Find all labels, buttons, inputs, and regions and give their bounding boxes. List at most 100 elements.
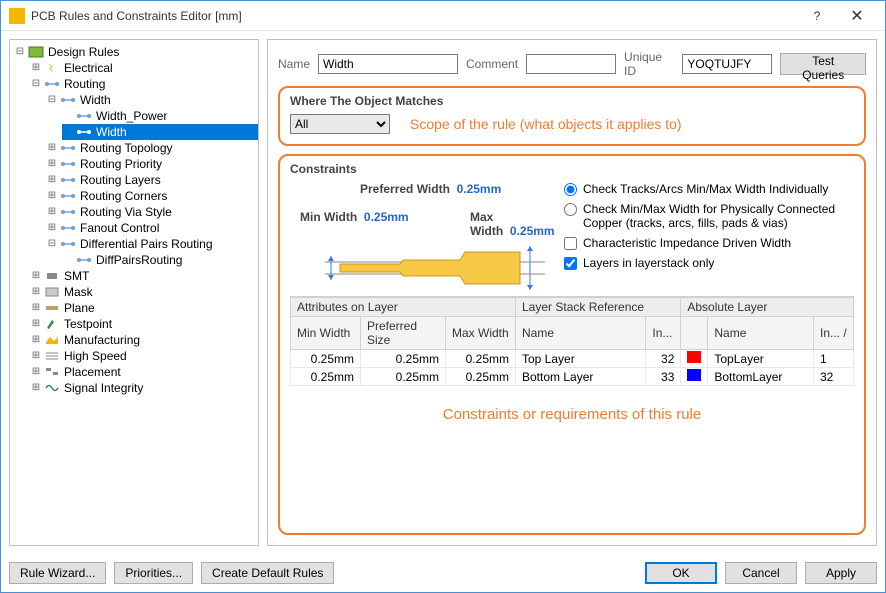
th-ain[interactable]: In... /	[814, 317, 854, 350]
width-shape-icon	[315, 242, 545, 292]
tree-routing-topology[interactable]: ⊞Routing Topology	[46, 140, 258, 156]
layerstack-checkbox[interactable]	[564, 257, 577, 270]
pref-width-value[interactable]: 0.25mm	[457, 182, 502, 196]
tree-root[interactable]: ⊟Design Rules	[14, 44, 258, 60]
th-attrs: Attributes on Layer	[291, 298, 516, 317]
tree-routing-via-style[interactable]: ⊞Routing Via Style	[46, 204, 258, 220]
tree-routing[interactable]: ⊟Routing	[30, 76, 258, 92]
scope-title: Where The Object Matches	[290, 94, 854, 108]
constraints-annotation: Constraints or requirements of this rule	[290, 406, 854, 423]
tree-width[interactable]: ⊟Width	[46, 92, 258, 108]
apply-button[interactable]: Apply	[805, 562, 877, 584]
routing-icon	[60, 173, 76, 187]
content-area: ⊟Design Rules ⊞Electrical ⊟Routing ⊟Widt…	[1, 31, 885, 554]
rules-tree[interactable]: ⊟Design Rules ⊞Electrical ⊟Routing ⊟Widt…	[10, 44, 258, 396]
testpoint-icon	[44, 317, 60, 331]
help-button[interactable]: ?	[797, 9, 837, 23]
rules-tree-panel: ⊟Design Rules ⊞Electrical ⊟Routing ⊟Widt…	[9, 39, 259, 546]
min-width-value[interactable]: 0.25mm	[364, 210, 409, 224]
tree-placement[interactable]: ⊞Placement	[30, 364, 258, 380]
rules-icon	[28, 45, 44, 59]
width-icon	[76, 109, 92, 123]
max-width-label: Max Width	[470, 210, 503, 238]
check-individual-label: Check Tracks/Arcs Min/Max Width Individu…	[583, 182, 828, 196]
check-options: Check Tracks/Arcs Min/Max Width Individu…	[564, 182, 854, 292]
routing-icon	[60, 189, 76, 203]
routing-icon	[60, 205, 76, 219]
placement-icon	[44, 365, 60, 379]
tree-diff-pairs-child[interactable]: ·DiffPairsRouting	[62, 252, 258, 268]
check-connected-radio[interactable]	[564, 203, 577, 216]
check-individual-radio[interactable]	[564, 183, 577, 196]
tree-routing-layers[interactable]: ⊞Routing Layers	[46, 172, 258, 188]
tree-plane[interactable]: ⊞Plane	[30, 300, 258, 316]
test-queries-button[interactable]: Test Queries	[780, 53, 866, 75]
form-row: Name Comment Unique ID Test Queries	[278, 50, 866, 78]
routing-icon	[76, 253, 92, 267]
tree-diff-pairs[interactable]: ⊟Differential Pairs Routing	[46, 236, 258, 252]
rule-editor-panel: Name Comment Unique ID Test Queries Wher…	[267, 39, 877, 546]
close-button[interactable]: ✕	[837, 6, 877, 26]
layers-table[interactable]: Attributes on Layer Layer Stack Referenc…	[290, 297, 854, 386]
impedance-checkbox[interactable]	[564, 237, 577, 250]
uid-label: Unique ID	[624, 50, 674, 78]
max-width-value[interactable]: 0.25mm	[510, 224, 555, 238]
layers-table-wrap: Attributes on Layer Layer Stack Referenc…	[290, 296, 854, 386]
width-icon	[76, 125, 92, 139]
name-label: Name	[278, 57, 310, 71]
tree-smt[interactable]: ⊞SMT	[30, 268, 258, 284]
tree-electrical[interactable]: ⊞Electrical	[30, 60, 258, 76]
comment-input[interactable]	[526, 54, 616, 74]
check-connected-label: Check Min/Max Width for Physically Conne…	[583, 202, 854, 230]
layerstack-label: Layers in layerstack only	[583, 256, 714, 270]
ok-button[interactable]: OK	[645, 562, 717, 584]
titlebar: PCB Rules and Constraints Editor [mm] ? …	[1, 1, 885, 31]
routing-icon	[60, 237, 76, 251]
tree-fanout-control[interactable]: ⊞Fanout Control	[46, 220, 258, 236]
rule-wizard-button[interactable]: Rule Wizard...	[9, 562, 106, 584]
create-defaults-button[interactable]: Create Default Rules	[201, 562, 334, 584]
th-min[interactable]: Min Width	[291, 317, 361, 350]
app-icon	[9, 8, 25, 24]
routing-icon	[60, 141, 76, 155]
width-icon	[60, 93, 76, 107]
cancel-button[interactable]: Cancel	[725, 562, 797, 584]
name-input[interactable]	[318, 54, 458, 74]
th-color	[681, 317, 708, 350]
tree-testpoint[interactable]: ⊞Testpoint	[30, 316, 258, 332]
highspeed-icon	[44, 349, 60, 363]
mask-icon	[44, 285, 60, 299]
comment-label: Comment	[466, 57, 518, 71]
tree-signal-integrity[interactable]: ⊞Signal Integrity	[30, 380, 258, 396]
priorities-button[interactable]: Priorities...	[114, 562, 193, 584]
tree-width-power[interactable]: ·Width_Power	[62, 108, 258, 124]
constraints-body: Preferred Width 0.25mm Min Width 0.25mm …	[290, 182, 854, 292]
routing-icon	[60, 221, 76, 235]
dialog-footer: Rule Wizard... Priorities... Create Defa…	[1, 554, 885, 592]
tree-manufacturing[interactable]: ⊞Manufacturing	[30, 332, 258, 348]
th-abs: Absolute Layer	[681, 298, 854, 317]
tree-width-selected[interactable]: ·Width	[62, 124, 258, 140]
scope-group: Where The Object Matches All Scope of th…	[278, 86, 866, 146]
scope-annotation: Scope of the rule (what objects it appli…	[410, 116, 682, 132]
plane-icon	[44, 301, 60, 315]
pref-width-label: Preferred Width	[360, 182, 450, 196]
th-lin[interactable]: In...	[646, 317, 681, 350]
smt-icon	[44, 269, 60, 283]
tree-mask[interactable]: ⊞Mask	[30, 284, 258, 300]
th-lname[interactable]: Name	[516, 317, 646, 350]
th-aname[interactable]: Name	[708, 317, 814, 350]
tree-routing-priority[interactable]: ⊞Routing Priority	[46, 156, 258, 172]
tree-high-speed[interactable]: ⊞High Speed	[30, 348, 258, 364]
th-max[interactable]: Max Width	[446, 317, 516, 350]
min-width-label: Min Width	[300, 210, 357, 224]
table-row[interactable]: 0.25mm0.25mm0.25mmBottom Layer33BottomLa…	[291, 368, 854, 386]
scope-select[interactable]: All	[290, 114, 390, 134]
tree-routing-corners[interactable]: ⊞Routing Corners	[46, 188, 258, 204]
table-row[interactable]: 0.25mm0.25mm0.25mmTop Layer32TopLayer1	[291, 350, 854, 368]
signal-icon	[44, 381, 60, 395]
routing-icon	[44, 77, 60, 91]
uid-input[interactable]	[682, 54, 772, 74]
width-visualization: Preferred Width 0.25mm Min Width 0.25mm …	[290, 182, 554, 292]
th-pref[interactable]: Preferred Size	[361, 317, 446, 350]
